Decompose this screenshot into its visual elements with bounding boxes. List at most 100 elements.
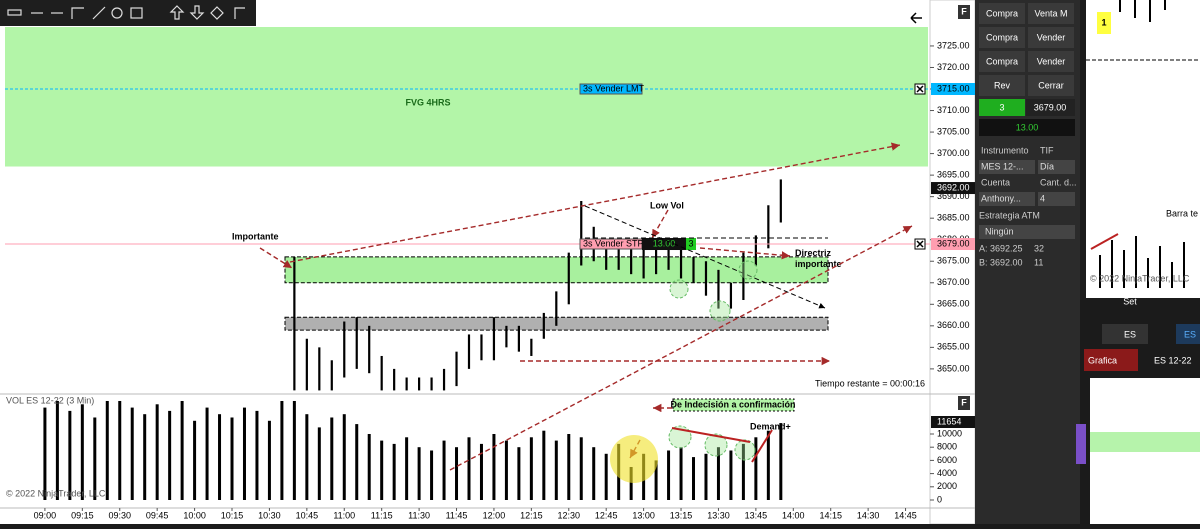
button[interactable]: [1028, 3, 1074, 24]
volume-bar: [280, 400, 284, 500]
volume-bar: [105, 400, 109, 500]
x-tick-label: 11:30: [408, 510, 430, 520]
button[interactable]: [979, 3, 1025, 24]
volume-bar: [654, 460, 658, 500]
y-tick-label: 3660.00: [937, 320, 970, 330]
quote: 32: [1034, 243, 1044, 253]
last-volume-tag: [931, 416, 975, 428]
button[interactable]: [979, 51, 1025, 72]
volume-bar: [143, 414, 147, 500]
highlight-volume: [610, 435, 658, 483]
volume-bar: [43, 407, 47, 500]
side-drawing: [1090, 233, 1119, 250]
tab[interactable]: [1176, 324, 1200, 344]
x-tick-label: 10:00: [183, 510, 206, 520]
tab[interactable]: [1084, 349, 1138, 371]
volume-bar: [716, 447, 720, 500]
x-tick-label: 13:45: [745, 510, 768, 520]
panel-label: F: [961, 397, 967, 407]
volume-bar: [517, 447, 521, 500]
order-tag: [579, 83, 643, 95]
panel-button[interactable]: [958, 5, 970, 19]
volume-bar: [168, 410, 172, 500]
pnl-box: [979, 119, 1075, 136]
button[interactable]: [1028, 51, 1074, 72]
volume-bar: [741, 443, 745, 500]
volume-bar: [255, 410, 259, 500]
tab[interactable]: [1102, 324, 1148, 344]
volume-bar: [766, 430, 770, 500]
panel-button[interactable]: [958, 396, 970, 410]
field-label: Instrumento: [981, 145, 1029, 155]
volume-bar: [567, 433, 571, 500]
volume-bar: [218, 414, 222, 500]
field-box: [1038, 160, 1075, 174]
x-tick-label: 10:45: [296, 510, 319, 520]
button[interactable]: [1028, 75, 1074, 96]
price-tag: [931, 238, 975, 251]
y-tick-label: 3690.00: [937, 191, 970, 201]
y-tick-label: 3685.00: [937, 213, 970, 223]
order-cancel-x: [916, 240, 924, 248]
x-tick-label: 12:30: [558, 510, 581, 520]
order-count: 3: [688, 238, 693, 248]
zone-label: FVG 4HRS: [405, 97, 450, 107]
button-label: Cerrar: [1038, 80, 1064, 90]
volume-bar: [542, 430, 546, 500]
price-box: [1026, 99, 1075, 116]
volume-bar: [155, 404, 159, 500]
y-tick-label: 3725.00: [937, 40, 970, 50]
drawing: [751, 429, 773, 463]
volume-bar: [679, 447, 683, 500]
volume-bar: [504, 440, 508, 500]
volume-bar: [305, 414, 309, 500]
order-label: 3s Vender LMT: [583, 83, 645, 93]
x-tick-label: 09:45: [146, 510, 169, 520]
price-pane: [5, 27, 928, 391]
button[interactable]: [1028, 27, 1074, 48]
qty: 3: [999, 102, 1004, 112]
price-tag-label: 3679.00: [937, 238, 970, 248]
button-label: Venta M: [1034, 8, 1067, 18]
button-label: Compra: [986, 56, 1018, 66]
volume-bar: [93, 417, 97, 500]
zone: [284, 256, 829, 284]
volume-bar: [467, 437, 471, 500]
toolbar-icons[interactable]: [7, 5, 245, 20]
x-tick-label: 10:30: [258, 510, 281, 520]
volume-bar: [729, 450, 733, 500]
order-label: 3s Vender STP: [583, 238, 644, 248]
order-qty-box: [642, 238, 686, 251]
tab-label: ES: [1124, 329, 1136, 339]
x-tick-label: 11:00: [333, 510, 355, 520]
annotation: De Indecisión a confirmación: [670, 399, 795, 409]
button[interactable]: [979, 27, 1025, 48]
x-tick-label: 14:30: [857, 510, 880, 520]
side-accent: [1076, 424, 1086, 464]
field-value: Ningún: [985, 226, 1014, 236]
y-tick-label: 3655.00: [937, 342, 970, 352]
side-axis-label: Set: [1123, 296, 1137, 306]
annotation: Tiempo restante = 00:00:16: [815, 378, 925, 388]
copyright: © 2022 NinjaTrader, LLC: [6, 488, 106, 498]
y-tick-label: 3705.00: [937, 126, 970, 136]
quote: 3692.25: [990, 243, 1023, 253]
button[interactable]: [979, 75, 1025, 96]
field-box: [979, 225, 1075, 239]
volume-bar: [180, 400, 184, 500]
volume-bar: [292, 400, 296, 500]
tab-label: ES: [1184, 329, 1196, 339]
volume-title: VOL ES 12-22 (3 Min): [6, 395, 94, 405]
volume-bar: [242, 407, 246, 500]
price-tag-label: 3715.00: [937, 83, 970, 93]
y-tick-label: 10000: [937, 428, 962, 438]
field-label: Estrategia ATM: [979, 210, 1040, 220]
x-tick-label: 09:30: [108, 510, 131, 520]
button-label: Vender: [1037, 56, 1066, 66]
volume-bar: [367, 433, 371, 500]
x-tick-label: 12:45: [595, 510, 618, 520]
back-arrow[interactable]: [910, 12, 922, 24]
button-label: Compra: [986, 8, 1018, 18]
field-box: [1038, 192, 1075, 206]
field-box: [979, 160, 1035, 174]
